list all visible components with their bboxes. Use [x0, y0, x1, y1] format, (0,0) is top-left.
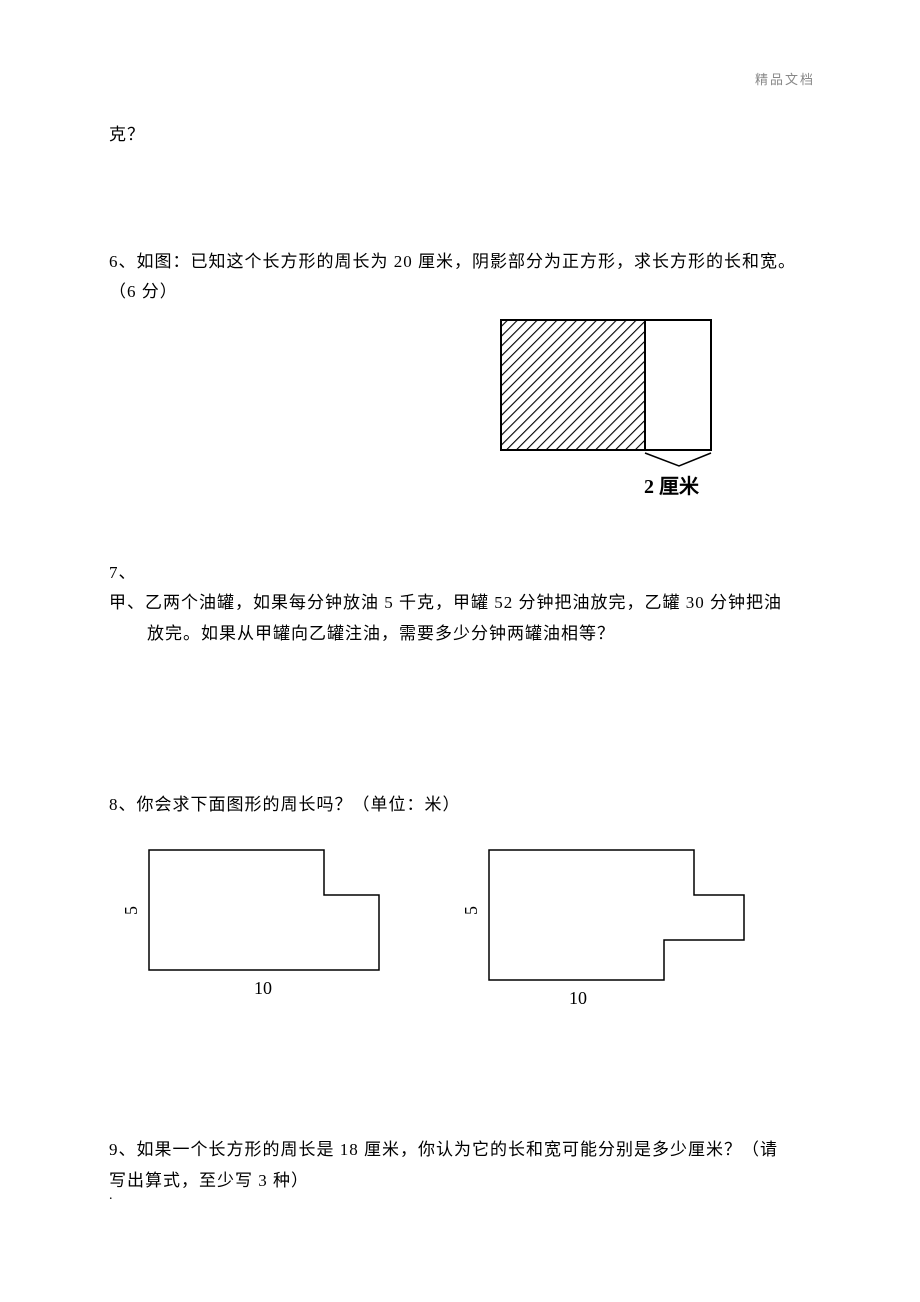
q9-line1: 9、如果一个长方形的周长是 18 厘米，你认为它的长和宽可能分别是多少厘米？（请 [109, 1135, 809, 1166]
q7-num: 7、 [109, 558, 809, 589]
page-footer: . [109, 1188, 113, 1204]
page-header: 精品文档 [755, 69, 815, 88]
q8-fig1-label-v: 5 [121, 906, 142, 915]
q8-fig1-label-h: 10 [254, 978, 272, 999]
header-text: 精品文档 [755, 72, 815, 87]
q6-diagram: 2 厘米 [499, 318, 729, 498]
question-7: 7、 甲、乙两个油罐，如果每分钟放油 5 千克，甲罐 52 分钟把油放完，乙罐 … [109, 558, 809, 650]
question-8: 8、你会求下面图形的周长吗？（单位：米） 5 10 5 10 [109, 790, 809, 1021]
q6-offset-label: 2 厘米 [644, 470, 699, 499]
q8-fig2-label-h: 10 [569, 988, 587, 1009]
q8-fig1: 5 10 [129, 840, 399, 1020]
q7-line2: 放完。如果从甲罐向乙罐注油，需要多少分钟两罐油相等？ [147, 619, 809, 650]
q5-tail: 克？ [109, 120, 809, 151]
page-content: 克？ 6、如图：已知这个长方形的周长为 20 厘米，阴影部分为正方形，求长方形的… [109, 120, 809, 1196]
footer-text: . [109, 1188, 113, 1203]
q8-fig1-svg [129, 840, 399, 1000]
q6-text: 6、如图：已知这个长方形的周长为 20 厘米，阴影部分为正方形，求长方形的长和宽… [109, 247, 809, 278]
q9-line2: 写出算式，至少写 3 种） [109, 1166, 809, 1197]
q6-points: （6 分） [109, 277, 809, 308]
question-9: 9、如果一个长方形的周长是 18 厘米，你认为它的长和宽可能分别是多少厘米？（请… [109, 1135, 809, 1196]
q8-fig2-label-v: 5 [461, 906, 482, 915]
question-6: 6、如图：已知这个长方形的周长为 20 厘米，阴影部分为正方形，求长方形的长和宽… [109, 247, 809, 498]
q8-text: 8、你会求下面图形的周长吗？（单位：米） [109, 790, 809, 821]
q8-fig2-svg [469, 840, 759, 1000]
q7-line1: 甲、乙两个油罐，如果每分钟放油 5 千克，甲罐 52 分钟把油放完，乙罐 30 … [109, 588, 809, 619]
q8-fig2: 5 10 [469, 840, 739, 1020]
q8-figures: 5 10 5 10 [129, 840, 809, 1020]
